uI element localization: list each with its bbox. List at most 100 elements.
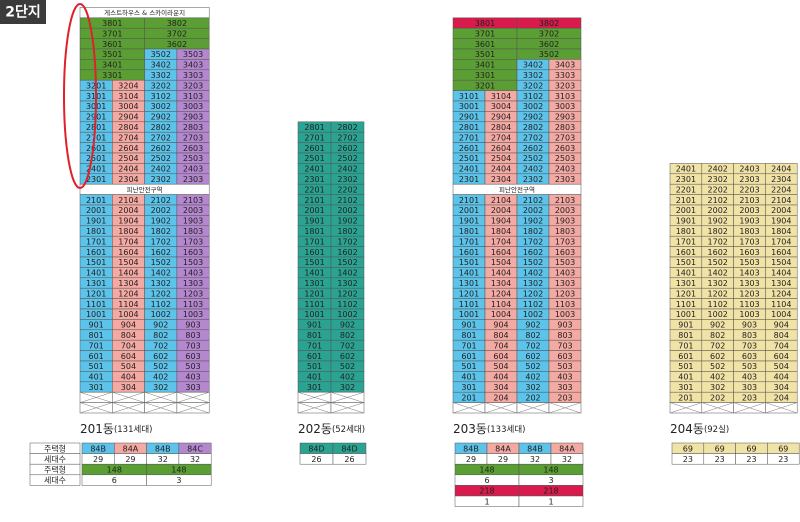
unit: 1601	[459, 248, 479, 257]
unit: 1101	[676, 300, 696, 309]
unit: 603	[742, 352, 757, 361]
unit: 2601	[86, 144, 106, 153]
unit: 2302	[523, 175, 543, 184]
unit: 2404	[771, 165, 791, 174]
unit: 2202	[337, 185, 357, 194]
unit: 703	[557, 341, 572, 350]
unit: 1003	[555, 310, 575, 319]
unit: 801	[307, 331, 322, 340]
unit: 902	[340, 321, 355, 330]
unit: 801	[678, 331, 693, 340]
table-cell: 84B	[527, 444, 543, 453]
unit: 2802	[337, 123, 357, 132]
unit: 401	[307, 373, 322, 382]
unit: 1702	[523, 237, 543, 246]
unit: 2004	[491, 206, 511, 215]
unit: 1403	[555, 269, 575, 278]
table-cell: 29	[498, 455, 508, 464]
unit: 1003	[739, 310, 759, 319]
unit: 1901	[459, 217, 479, 226]
unit: 704	[774, 341, 789, 350]
unit: 3801	[102, 19, 122, 28]
table-cell-bg	[518, 495, 584, 507]
unit: 2501	[304, 154, 324, 163]
table-cell: 23	[715, 455, 725, 464]
unit: 2601	[304, 144, 324, 153]
unit: 2002	[337, 206, 357, 215]
unit: 1603	[555, 248, 575, 257]
unit: 3601	[475, 40, 495, 49]
unit: 1002	[708, 310, 728, 319]
unit: 1401	[676, 269, 696, 278]
unit: 801	[89, 331, 104, 340]
unit: 3402	[151, 61, 171, 70]
unit: 2001	[676, 206, 696, 215]
unit: 1001	[459, 310, 479, 319]
caption-name: 202동	[298, 422, 332, 436]
unit: 3701	[475, 29, 495, 38]
unit: 1402	[708, 269, 728, 278]
unit: 3104	[491, 92, 511, 101]
unit: 403	[742, 373, 757, 382]
unit: 902	[153, 321, 168, 330]
table-label: 세대수	[44, 455, 66, 464]
unit: 2003	[555, 206, 575, 215]
unit: 2102	[523, 196, 543, 205]
unit: 1803	[555, 227, 575, 236]
empty-cross	[765, 402, 798, 414]
unit: 3102	[523, 92, 543, 101]
unit: 403	[185, 373, 200, 382]
unit: 1901	[86, 217, 106, 226]
unit: 2901	[459, 113, 479, 122]
unit: 2404	[491, 165, 511, 174]
unit: 1504	[771, 258, 791, 267]
unit: 1104	[771, 300, 791, 309]
unit: 3602	[539, 40, 559, 49]
unit: 2801	[459, 123, 479, 132]
unit: 2301	[459, 175, 479, 184]
unit: 3801	[475, 19, 495, 28]
unit: 404	[493, 373, 508, 382]
unit: 2802	[151, 123, 171, 132]
unit: 3802	[167, 19, 187, 28]
unit: 1601	[676, 248, 696, 257]
unit: 901	[461, 321, 476, 330]
empty-cross	[112, 391, 145, 403]
unit: 1602	[708, 248, 728, 257]
unit: 903	[742, 321, 757, 330]
unit: 2003	[183, 206, 203, 215]
unit: 2101	[86, 196, 106, 205]
unit: 2502	[523, 154, 543, 163]
unit: 3301	[475, 71, 495, 80]
unit: 2303	[555, 175, 575, 184]
unit: 1502	[523, 258, 543, 267]
table-cell: 6	[484, 476, 489, 485]
unit: 701	[678, 341, 693, 350]
unit: 1604	[491, 248, 511, 257]
unit: 802	[710, 331, 725, 340]
unit: 1704	[771, 237, 791, 246]
unit: 1004	[491, 310, 511, 319]
empty-cross	[176, 391, 210, 403]
unit: 301	[307, 383, 322, 392]
unit: 1302	[708, 279, 728, 288]
unit: 2702	[523, 133, 543, 142]
unit: 204	[493, 393, 508, 402]
unit: 1803	[739, 227, 759, 236]
table-cell: 26	[311, 455, 321, 464]
unit: 1202	[708, 289, 728, 298]
unit: 603	[557, 352, 572, 361]
unit: 1602	[337, 248, 357, 257]
empty-cross	[548, 402, 582, 414]
unit: 2701	[459, 133, 479, 142]
unit: 1403	[183, 269, 203, 278]
empty-cross	[144, 402, 177, 414]
unit: 2502	[337, 154, 357, 163]
unit: 2403	[555, 165, 575, 174]
table-cell: 32	[530, 455, 540, 464]
unit: 1103	[555, 300, 575, 309]
unit: 1801	[86, 227, 106, 236]
unit: 2402	[151, 165, 171, 174]
unit: 2602	[337, 144, 357, 153]
unit: 1104	[118, 300, 138, 309]
